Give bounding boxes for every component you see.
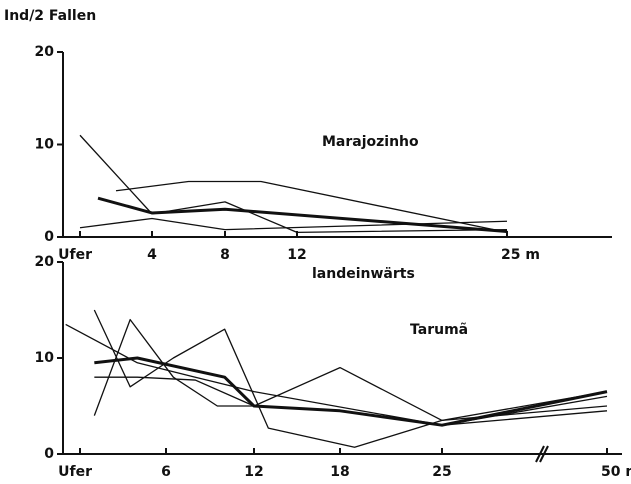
x-tick-label: Ufer: [58, 247, 92, 263]
axis-break: [535, 445, 545, 463]
x-tick-label: 6: [161, 464, 171, 480]
x-tick-label: 18: [330, 464, 349, 480]
x-tick-label: Ufer: [58, 464, 92, 480]
annotation: Marajozinho: [322, 134, 419, 150]
x-tick-label: 25: [432, 464, 451, 480]
data-line: [94, 356, 608, 427]
data-line: [93, 309, 608, 448]
y-axis-label: Ind/2 Fallen: [4, 8, 96, 24]
data-line: [79, 134, 508, 234]
data-line: [94, 366, 608, 422]
x-tick-label: 25 m: [501, 247, 540, 263]
data-line: [79, 217, 508, 231]
y-tick-label: 20: [35, 44, 55, 60]
x-tick-label: 4: [147, 247, 157, 263]
y-tick-label: 10: [35, 350, 55, 366]
y-tick-label: 10: [35, 137, 55, 153]
data-line: [115, 180, 508, 234]
axis-break: [539, 445, 549, 463]
y-tick-label: 0: [44, 229, 54, 245]
y-tick-label: 0: [44, 446, 54, 462]
annotation: Tarumã: [410, 322, 468, 338]
x-tick-label: 12: [244, 464, 263, 480]
data-line: [97, 196, 508, 233]
x-tick-label: 12: [287, 247, 306, 263]
y-tick-label: 20: [35, 254, 55, 270]
x-axis-label: landeinwärts: [312, 266, 415, 282]
x-tick-label: 8: [220, 247, 230, 263]
x-tick-label: 50 m: [601, 464, 631, 480]
